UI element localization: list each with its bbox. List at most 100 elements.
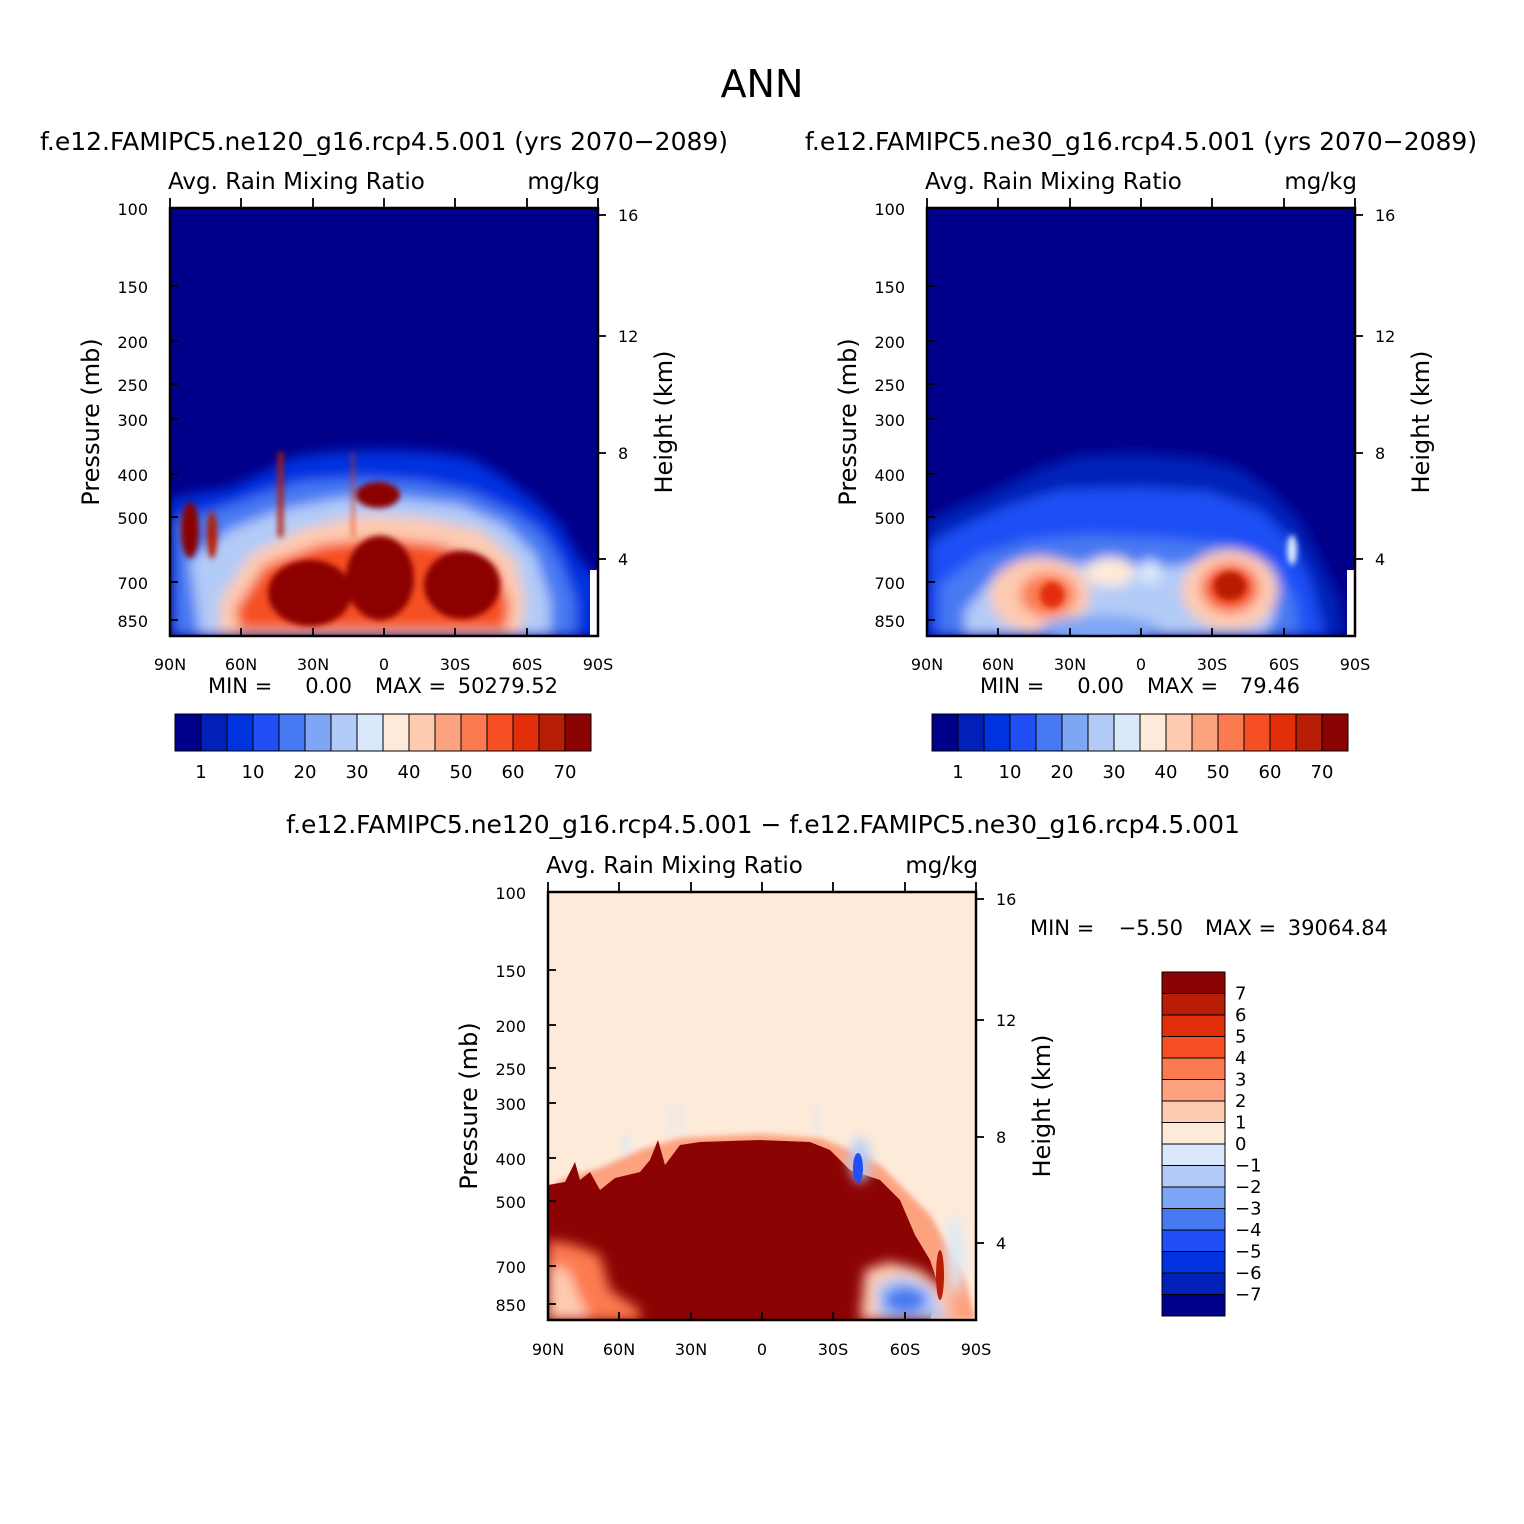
ytick-label: 850 <box>495 1296 526 1315</box>
xtick-label: 90S <box>1340 655 1371 674</box>
field-core <box>181 502 199 558</box>
xtick: 30S <box>440 198 471 674</box>
xtick-label: 0 <box>379 655 389 674</box>
colorbar-swatch <box>1161 971 1226 994</box>
ytick: 150 <box>495 962 556 981</box>
colorbar-label: 1 <box>1235 1113 1246 1134</box>
ytick: 850 <box>117 612 178 631</box>
field-spike <box>352 452 354 537</box>
plot-field <box>927 208 1355 636</box>
field-spike <box>278 452 283 537</box>
field-core <box>268 560 352 626</box>
xtick: 60N <box>603 882 635 1359</box>
missing-data <box>1347 570 1355 636</box>
ytick-label: 500 <box>117 509 148 528</box>
panel-title: f.e12.FAMIPC5.ne30_g16.rcp4.5.001 (yrs 2… <box>805 127 1477 156</box>
ytick: 500 <box>495 1193 556 1212</box>
variable-label: Avg. Rain Mixing Ratio <box>168 169 425 195</box>
field-contour <box>680 1105 683 1135</box>
xtick-label: 60N <box>982 655 1014 674</box>
colorbar-swatch <box>434 713 462 752</box>
colorbar-label: 50 <box>1207 762 1230 783</box>
ytick-label: 100 <box>117 200 148 219</box>
y2-axis-label: Height (km) <box>650 351 678 494</box>
ytick: 700 <box>495 1258 556 1277</box>
ytick-label: 200 <box>495 1017 526 1036</box>
ytick-label: 700 <box>495 1258 526 1277</box>
field-core <box>853 1153 863 1183</box>
colorbar-label: 70 <box>554 762 577 783</box>
ytick: 100 <box>874 200 935 219</box>
ytick: 400 <box>495 1150 556 1169</box>
colorbar-swatch <box>1161 1294 1226 1317</box>
colorbar-label: 2 <box>1235 1091 1246 1112</box>
y2tick: 4 <box>976 1234 1006 1253</box>
min-max-readout: MIN = 0.00 MAX = 50279.52 <box>208 674 558 698</box>
colorbar-swatch <box>252 713 280 752</box>
y2tick-label: 4 <box>1375 550 1385 569</box>
ytick-label: 250 <box>117 376 148 395</box>
xtick: 90N <box>911 198 943 674</box>
xtick: 90N <box>154 198 186 674</box>
y2tick: 16 <box>976 890 1016 909</box>
colorbar-swatch <box>1087 713 1115 752</box>
field-core <box>424 551 500 619</box>
min-max-readout: MIN = 0.00 MAX = 79.46 <box>980 674 1300 698</box>
max-value: 50279.52 <box>458 674 558 698</box>
xtick-label: 30S <box>440 655 471 674</box>
y-axis-height: 16 12 8 4 <box>1355 206 1395 569</box>
y2tick: 12 <box>598 327 638 346</box>
min-value: 0.00 <box>1077 674 1124 698</box>
ytick: 700 <box>117 574 178 593</box>
ytick-label: 700 <box>117 574 148 593</box>
xtick: 90S <box>961 882 991 1359</box>
colorbar-swatch <box>1161 1186 1226 1209</box>
field-core <box>356 482 400 508</box>
xtick-label: 30S <box>1197 655 1228 674</box>
ytick-label: 200 <box>117 333 148 352</box>
x-axis: 90N 60N 30N 0 30S 60S 90S <box>532 882 991 1359</box>
y2tick-label: 16 <box>1375 206 1395 225</box>
max-label: MAX = <box>1205 916 1276 940</box>
ytick: 200 <box>495 1017 556 1036</box>
colorbar-swatch <box>1009 713 1037 752</box>
xtick: 60N <box>225 198 257 674</box>
y2tick-label: 12 <box>1375 327 1395 346</box>
ytick-label: 850 <box>874 612 905 631</box>
xtick-label: 0 <box>1136 655 1146 674</box>
xtick-label: 60S <box>1269 655 1300 674</box>
ytick: 150 <box>874 278 935 297</box>
units-label: mg/kg <box>1284 169 1357 195</box>
colorbar-label: −4 <box>1235 1220 1262 1241</box>
colorbar-swatch <box>1161 1143 1226 1166</box>
xtick: 0 <box>1136 198 1146 674</box>
xtick: 0 <box>379 198 389 674</box>
colorbar-swatch <box>1161 993 1226 1016</box>
y-axis-height: 16 12 8 4 <box>976 890 1016 1253</box>
ytick-label: 200 <box>874 333 905 352</box>
ytick: 400 <box>874 466 935 485</box>
ytick: 300 <box>117 411 178 430</box>
max-value: 39064.84 <box>1288 916 1388 940</box>
ytick-label: 400 <box>874 466 905 485</box>
xtick-label: 90N <box>154 655 186 674</box>
max-label: MAX = <box>375 674 446 698</box>
ytick-label: 300 <box>495 1095 526 1114</box>
y2tick-label: 8 <box>1375 444 1385 463</box>
missing-data <box>590 570 598 636</box>
colorbar-swatch <box>1161 1229 1226 1252</box>
field-core <box>207 511 217 559</box>
ytick-label: 250 <box>495 1060 526 1079</box>
xtick-label: 30S <box>818 1340 849 1359</box>
xtick-label: 60S <box>512 655 543 674</box>
xtick: 90S <box>1340 198 1371 674</box>
xtick-label: 30N <box>297 655 329 674</box>
colorbar-label: 7 <box>1235 984 1246 1005</box>
field-contour <box>624 1135 629 1160</box>
colorbar-label: 50 <box>450 762 473 783</box>
colorbar-label: 20 <box>294 762 317 783</box>
ytick-label: 850 <box>117 612 148 631</box>
colorbar-swatch <box>1161 1036 1226 1059</box>
colorbar-swatch <box>1161 1100 1226 1123</box>
ytick: 700 <box>874 574 935 593</box>
